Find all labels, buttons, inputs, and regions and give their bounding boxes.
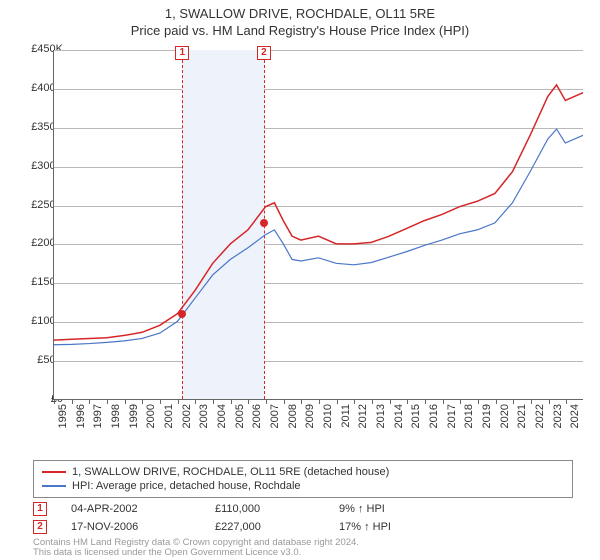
x-tick (496, 399, 497, 404)
transaction-price: £227,000 (215, 521, 315, 533)
legend-swatch (42, 485, 66, 487)
x-axis-label: 2010 (322, 404, 334, 444)
x-tick (354, 399, 355, 404)
chart-container: 1, SWALLOW DRIVE, ROCHDALE, OL11 5RE Pri… (0, 0, 600, 560)
x-axis-label: 2011 (340, 404, 352, 444)
x-tick (549, 399, 550, 404)
x-axis-label: 2009 (304, 404, 316, 444)
chart-plot-area: 12 (53, 50, 583, 400)
x-axis-label: 2005 (234, 404, 246, 444)
x-tick (337, 399, 338, 404)
transaction-date: 04-APR-2002 (71, 503, 191, 515)
x-tick (54, 399, 55, 404)
x-tick (460, 399, 461, 404)
x-axis-label: 2021 (516, 404, 528, 444)
title-sub: Price paid vs. HM Land Registry's House … (0, 23, 600, 38)
x-tick (107, 399, 108, 404)
x-tick (319, 399, 320, 404)
legend-row: HPI: Average price, detached house, Roch… (42, 479, 564, 493)
x-tick (372, 399, 373, 404)
x-axis-label: 1996 (75, 404, 87, 444)
x-tick (248, 399, 249, 404)
x-axis-label: 2004 (216, 404, 228, 444)
chart-svg (54, 50, 583, 399)
x-axis-label: 2022 (534, 404, 546, 444)
transaction-index-box: 1 (33, 502, 47, 516)
x-tick (513, 399, 514, 404)
title-main: 1, SWALLOW DRIVE, ROCHDALE, OL11 5RE (0, 6, 600, 21)
x-axis-label: 2007 (269, 404, 281, 444)
x-axis-label: 1997 (92, 404, 104, 444)
x-axis-label: 2001 (163, 404, 175, 444)
transaction-delta: 9% ↑ HPI (339, 503, 385, 515)
x-axis-label: 2012 (357, 404, 369, 444)
transaction-index-box: 2 (33, 520, 47, 534)
x-tick (390, 399, 391, 404)
x-axis-label: 1995 (57, 404, 69, 444)
x-axis-label: 2023 (552, 404, 564, 444)
x-tick (195, 399, 196, 404)
sale-marker-dot (178, 310, 186, 318)
x-axis-label: 2014 (393, 404, 405, 444)
transaction-row: 2 17-NOV-2006 £227,000 17% ↑ HPI (33, 518, 573, 536)
x-tick (284, 399, 285, 404)
x-axis-label: 2017 (446, 404, 458, 444)
x-axis-label: 2008 (287, 404, 299, 444)
transaction-price: £110,000 (215, 503, 315, 515)
x-tick (407, 399, 408, 404)
footer-attribution: Contains HM Land Registry data © Crown c… (33, 538, 359, 559)
legend-row: 1, SWALLOW DRIVE, ROCHDALE, OL11 5RE (de… (42, 465, 564, 479)
legend-label: 1, SWALLOW DRIVE, ROCHDALE, OL11 5RE (de… (72, 466, 389, 478)
x-tick (72, 399, 73, 404)
x-tick (89, 399, 90, 404)
footer-line2: This data is licensed under the Open Gov… (33, 548, 359, 558)
x-tick (566, 399, 567, 404)
x-axis-label: 1999 (128, 404, 140, 444)
x-tick (142, 399, 143, 404)
x-axis-label: 2003 (198, 404, 210, 444)
legend-label: HPI: Average price, detached house, Roch… (72, 480, 301, 492)
transaction-date: 17-NOV-2006 (71, 521, 191, 533)
x-axis-label: 2018 (463, 404, 475, 444)
x-axis-label: 2020 (499, 404, 511, 444)
legend: 1, SWALLOW DRIVE, ROCHDALE, OL11 5RE (de… (33, 460, 573, 498)
x-axis-label: 2000 (145, 404, 157, 444)
x-axis-label: 2015 (410, 404, 422, 444)
x-tick (266, 399, 267, 404)
x-axis-label: 2019 (481, 404, 493, 444)
x-tick (125, 399, 126, 404)
x-tick (531, 399, 532, 404)
title-block: 1, SWALLOW DRIVE, ROCHDALE, OL11 5RE Pri… (0, 0, 600, 38)
x-axis-label: 2013 (375, 404, 387, 444)
x-axis-label: 2006 (251, 404, 263, 444)
x-axis-label: 2002 (181, 404, 193, 444)
x-tick (178, 399, 179, 404)
transaction-table: 1 04-APR-2002 £110,000 9% ↑ HPI 2 17-NOV-2006… (33, 500, 573, 536)
x-tick (443, 399, 444, 404)
transaction-delta: 17% ↑ HPI (339, 521, 391, 533)
x-tick (231, 399, 232, 404)
x-tick (301, 399, 302, 404)
x-tick (478, 399, 479, 404)
legend-swatch (42, 471, 66, 473)
transaction-row: 1 04-APR-2002 £110,000 9% ↑ HPI (33, 500, 573, 518)
x-axis-label: 1998 (110, 404, 122, 444)
x-tick (213, 399, 214, 404)
sale-marker-dot (260, 219, 268, 227)
x-tick (425, 399, 426, 404)
x-axis-label: 2016 (428, 404, 440, 444)
x-axis-label: 2024 (569, 404, 581, 444)
x-tick (160, 399, 161, 404)
